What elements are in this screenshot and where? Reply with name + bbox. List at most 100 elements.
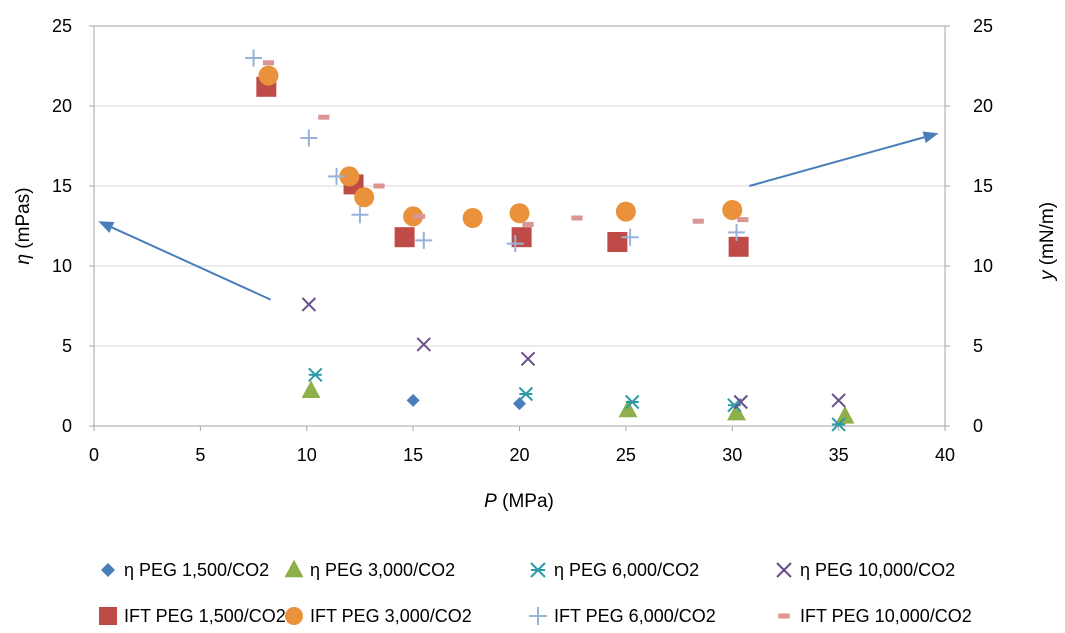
point-series-1-0 — [301, 380, 321, 398]
point-series-7-4 — [522, 221, 534, 227]
legend-marker-2 — [530, 562, 546, 578]
point-series-4-2 — [394, 227, 415, 248]
legend-label-1: η PEG 3,000/CO2 — [310, 560, 455, 580]
y-axis-left-title: η (mPas) — [13, 187, 34, 264]
point-series-1-1 — [618, 399, 638, 418]
point-series-7-0 — [262, 60, 275, 66]
legend-marker-1 — [284, 559, 304, 578]
legend-item-2: η PEG 6,000/CO2 — [530, 560, 699, 580]
point-series-3-4 — [831, 393, 846, 408]
series-3 — [301, 297, 846, 410]
y-left-tick-label-5: 25 — [52, 16, 72, 36]
y-right-tick-label-0: 0 — [973, 416, 983, 436]
point-series-2-4 — [831, 417, 846, 432]
legend-marker-4 — [99, 607, 117, 625]
y-axis-right-title-unit: (mN/m) — [1037, 202, 1058, 271]
legend: η PEG 1,500/CO2 η PEG 3,000/CO2 η PEG 6,00… — [99, 559, 972, 626]
point-series-5-4 — [462, 208, 483, 228]
y-left-tick-label-1: 5 — [62, 336, 72, 356]
point-series-1-2 — [727, 402, 746, 421]
legend-label-2: η PEG 6,000/CO2 — [554, 560, 699, 580]
legend-item-0: η PEG 1,500/CO2 — [101, 560, 269, 580]
point-series-7-7 — [737, 217, 749, 223]
y-axis-right-ticks: 0 5 10 15 20 25 — [945, 16, 993, 436]
point-series-2-1 — [518, 386, 534, 402]
y-left-tick-label-2: 10 — [52, 256, 72, 276]
point-series-1-3 — [835, 406, 855, 424]
point-series-6-4 — [415, 231, 433, 249]
point-series-3-1 — [416, 337, 431, 352]
arrow-0 — [98, 221, 271, 301]
point-series-5-7 — [722, 200, 743, 220]
y-right-tick-label-1: 5 — [973, 336, 983, 356]
x-tick-label-6: 30 — [722, 445, 742, 465]
point-series-2-2 — [625, 394, 640, 410]
y-right-tick-label-4: 20 — [973, 96, 993, 116]
data-points — [245, 49, 855, 432]
point-series-3-3 — [733, 394, 748, 410]
x-tick-label-1: 5 — [195, 445, 205, 465]
x-tick-label-4: 20 — [509, 445, 529, 465]
point-series-5-2 — [354, 187, 375, 208]
legend-marker-3 — [776, 562, 792, 578]
point-series-4-5 — [728, 236, 749, 257]
point-series-6-6 — [621, 228, 639, 246]
point-series-5-0 — [258, 65, 279, 86]
annotation-arrows — [98, 131, 939, 301]
point-series-6-7 — [728, 223, 746, 241]
x-tick-label-3: 15 — [403, 445, 423, 465]
legend-marker-5 — [285, 607, 303, 625]
point-series-0-1 — [513, 397, 526, 411]
x-axis-title: P (MPa) — [484, 491, 554, 512]
series-5 — [258, 65, 743, 228]
x-axis-title-unit: (MPa) — [497, 491, 554, 512]
x-axis-title-var: P — [484, 491, 497, 512]
y-left-tick-label-4: 20 — [52, 96, 72, 116]
y-axis-left-title-unit: (mPas) — [13, 187, 34, 254]
x-tick-label-5: 25 — [616, 445, 636, 465]
legend-item-5: IFT PEG 3,000/CO2 — [285, 606, 472, 626]
y-axis-right-title-var: y — [1037, 269, 1058, 282]
point-series-0-0 — [406, 393, 420, 407]
series-4 — [256, 76, 749, 257]
point-series-6-5 — [506, 235, 524, 253]
point-series-6-0 — [245, 49, 263, 67]
series-6 — [245, 49, 746, 253]
legend-item-4: IFT PEG 1,500/CO2 — [99, 606, 286, 626]
series-1 — [301, 380, 855, 424]
point-series-4-3 — [511, 227, 532, 248]
x-tick-label-2: 10 — [297, 445, 317, 465]
y-axis-right-title: y (mN/m) — [1037, 202, 1058, 282]
point-series-5-1 — [339, 166, 360, 187]
legend-label-5: IFT PEG 3,000/CO2 — [310, 606, 472, 626]
series-7 — [262, 60, 749, 227]
x-tick-label-7: 35 — [829, 445, 849, 465]
legend-label-7: IFT PEG 10,000/CO2 — [800, 606, 972, 626]
point-series-6-2 — [328, 167, 346, 185]
y-right-tick-label-5: 25 — [973, 16, 993, 36]
x-axis-ticks: 0 5 10 15 20 25 30 35 40 — [89, 426, 955, 465]
legend-label-4: IFT PEG 1,500/CO2 — [124, 606, 286, 626]
point-series-5-6 — [615, 201, 636, 222]
point-series-2-0 — [308, 367, 323, 383]
point-series-7-2 — [373, 183, 385, 189]
legend-label-3: η PEG 10,000/CO2 — [800, 560, 955, 580]
point-series-6-1 — [300, 129, 318, 147]
legend-marker-7 — [778, 613, 790, 619]
y-left-tick-label-3: 15 — [52, 176, 72, 196]
point-series-5-5 — [509, 203, 530, 224]
y-right-tick-label-2: 10 — [973, 256, 993, 276]
y-axis-left-ticks: 0 5 10 15 20 25 — [52, 16, 94, 436]
x-tick-label-8: 40 — [935, 445, 955, 465]
gridlines — [94, 105, 945, 347]
y-left-tick-label-0: 0 — [62, 416, 72, 436]
legend-item-3: η PEG 10,000/CO2 — [776, 560, 955, 580]
point-series-6-3 — [351, 206, 369, 224]
legend-marker-0 — [101, 563, 115, 577]
legend-label-0: η PEG 1,500/CO2 — [124, 560, 269, 580]
legend-item-7: IFT PEG 10,000/CO2 — [778, 606, 972, 626]
y-right-tick-label-3: 15 — [973, 176, 993, 196]
arrow-1 — [749, 131, 939, 187]
